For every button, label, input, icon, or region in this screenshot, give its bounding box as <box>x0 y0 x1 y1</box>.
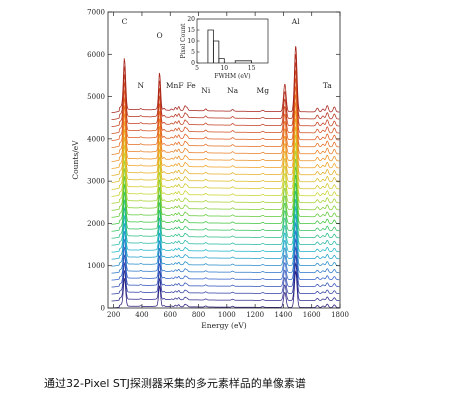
figure-caption: 通过32-Pixel STJ探测器采集的多元素样品的单像素谱 <box>44 377 306 390</box>
spectrum-series-13 <box>111 174 340 225</box>
spectrum-series-8 <box>111 213 340 260</box>
spectrum-series-28 <box>111 54 340 120</box>
x-axis-label: Energy (eV) <box>201 321 247 330</box>
spectra-chart: 200 400 600 800 1000 1200 1400 1600 180001000200… <box>71 9 349 331</box>
peak-label-n: N <box>138 81 145 90</box>
y-axis-label: Counts/eV <box>71 140 80 180</box>
spectrum-series-18 <box>111 134 340 190</box>
y-tick-label: 4000 <box>87 135 105 143</box>
spectrum-series-19 <box>111 126 340 183</box>
spectrum-series-20 <box>111 118 340 176</box>
spectrum-series-23 <box>111 94 340 155</box>
y-tick-label: 6000 <box>87 51 105 59</box>
peak-labels: C N O MnF Fe Ni Na Mg Al Ta <box>122 17 333 95</box>
spectrum-series-27 <box>111 62 340 127</box>
spectrum-series-24 <box>111 86 340 148</box>
spectrum-series-4 <box>111 245 340 288</box>
inset-x-tick-label: 5 <box>195 65 199 72</box>
x-tick-label: 400 <box>135 311 148 319</box>
x-tick-label: 1600 <box>303 311 321 319</box>
x-tick-label: 200 <box>107 311 120 319</box>
spectrum-series-7 <box>111 221 340 267</box>
spectrum-series-11 <box>111 190 340 239</box>
inset-y-tick-label: 20 <box>187 16 195 23</box>
spectrum-series-17 <box>111 142 340 197</box>
spectrum-series-21 <box>111 110 340 169</box>
spectra-series-group <box>111 46 340 309</box>
y-tick-label: 0 <box>101 305 105 313</box>
peak-label-mnf: MnF <box>166 81 184 90</box>
peak-label-mg: Mg <box>257 86 270 95</box>
x-tick-label: 800 <box>192 311 205 319</box>
inset-histogram-bin-2 <box>212 40 220 63</box>
x-tick-label: 1200 <box>246 311 264 319</box>
spectrum-series-25 <box>111 78 340 141</box>
spectrum-series-14 <box>111 166 340 218</box>
spectrum-series-26 <box>111 70 340 134</box>
peak-label-fe: Fe <box>186 81 196 90</box>
axis-ticks: 200 400 600 800 1000 1200 1400 1600 180001000200… <box>71 9 349 331</box>
spectrum-series-16 <box>111 150 340 204</box>
spectrum-series-12 <box>111 182 340 232</box>
inset-y-axis-label: Pixel Count <box>180 23 187 59</box>
peak-label-ni: Ni <box>201 86 211 95</box>
spectrum-series-29 <box>111 46 340 114</box>
peak-label-al: Al <box>291 17 300 26</box>
inset-y-tick-label: 0 <box>191 60 195 67</box>
spectrum-series-5 <box>111 237 340 281</box>
inset-x-tick-label: 10 <box>220 65 228 72</box>
y-tick-label: 2000 <box>87 220 105 228</box>
peak-label-ta: Ta <box>323 81 332 90</box>
spectrum-series-6 <box>111 229 340 274</box>
x-tick-label: 600 <box>164 311 177 319</box>
x-tick-label: 1400 <box>275 311 293 319</box>
inset-y-tick-label: 5 <box>191 49 195 56</box>
spectrum-series-22 <box>111 102 340 162</box>
peak-label-c: C <box>122 17 128 26</box>
spectrum-series-15 <box>111 158 340 211</box>
peak-label-na: Na <box>227 86 239 95</box>
spectrum-series-10 <box>111 198 340 246</box>
spectrum-series-1 <box>111 270 340 309</box>
plot-border <box>107 11 341 309</box>
y-tick-label: 5000 <box>87 93 105 101</box>
inset-x-axis-label: FWHM (eV) <box>214 73 250 80</box>
y-tick-label: 1000 <box>87 262 105 270</box>
inset-x-tick-label: 15 <box>248 65 256 72</box>
y-tick-label: 3000 <box>87 178 105 186</box>
x-tick-label: 1000 <box>218 311 236 319</box>
peak-label-o: O <box>157 31 163 40</box>
plot-frame <box>107 11 341 309</box>
spectrum-series-2 <box>111 262 340 302</box>
inset-y-tick-label: 15 <box>187 27 195 34</box>
x-tick-label: 1800 <box>331 311 349 319</box>
spectrum-series-9 <box>111 205 340 253</box>
inset-border <box>196 18 269 64</box>
y-tick-label: 7000 <box>87 9 105 17</box>
inset-y-tick-label: 10 <box>187 38 195 45</box>
spectrum-series-3 <box>111 254 340 295</box>
